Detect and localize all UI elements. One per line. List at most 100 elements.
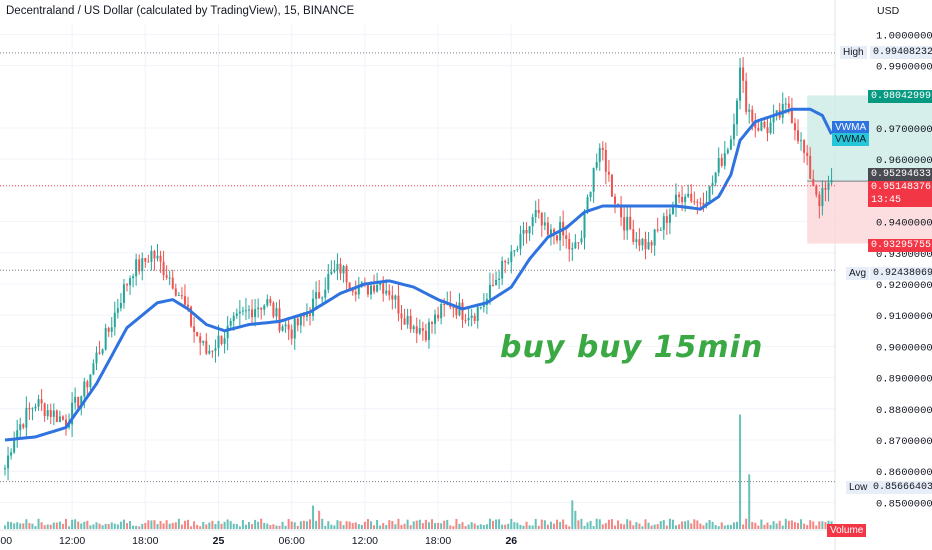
volume-bar (122, 519, 125, 529)
volume-bar (31, 523, 34, 529)
volume-bar (659, 521, 662, 529)
candle-body (162, 261, 165, 276)
candle-body (583, 212, 586, 239)
candle-body (699, 202, 702, 204)
candle-body (769, 122, 772, 134)
candle-body (434, 314, 437, 324)
volume-bar (620, 523, 623, 529)
candle-body (601, 147, 604, 150)
volume-bar (263, 522, 266, 529)
volume-bar (327, 521, 330, 529)
volume-bar (748, 474, 751, 529)
volume-bar (345, 521, 348, 529)
candle-body (610, 174, 613, 197)
chart-title: Decentraland / US Dollar (calculated by … (6, 5, 355, 17)
volume-bar (647, 522, 650, 529)
last-price-value: 0.95148376 (871, 182, 932, 193)
volume-bar (797, 522, 799, 529)
volume-legend: Volume (827, 524, 867, 537)
candle-body (671, 207, 674, 215)
candle-body (293, 318, 296, 339)
volume-bar (196, 524, 199, 529)
candle-body (211, 350, 214, 352)
volume-bar (296, 525, 299, 529)
volume-bar (556, 519, 559, 529)
volume-bar (403, 523, 406, 529)
volume-bar (223, 521, 226, 529)
volume-bar (568, 526, 571, 529)
volume-bar (595, 518, 598, 529)
candle-body (409, 315, 412, 330)
candle-body (89, 374, 92, 388)
volume-bar (248, 522, 250, 529)
volume-bar (138, 526, 141, 529)
volume-bar (199, 526, 202, 529)
x-tick-label: 18:00 (132, 535, 158, 547)
candle-body (556, 235, 559, 241)
volume-bar (251, 524, 254, 529)
candle-body (278, 308, 281, 331)
volume-bar (229, 521, 232, 529)
candle-body (193, 326, 196, 332)
candle-body (86, 381, 89, 388)
candle-body (394, 295, 397, 300)
candle-body (13, 438, 16, 453)
volume-bar (409, 525, 412, 529)
volume-bar (147, 520, 150, 529)
volume-bar (498, 519, 501, 529)
volume-bar (790, 520, 793, 529)
volume-bar (549, 521, 552, 529)
volume-bar (7, 521, 10, 529)
candle-body (248, 309, 250, 311)
volume-bar (821, 521, 824, 529)
candle-body (726, 149, 729, 154)
volume-bar (92, 524, 95, 529)
volume-bar (443, 520, 446, 529)
volume-bar (607, 519, 610, 529)
volume-bar (482, 525, 485, 529)
volume-bar (241, 519, 244, 529)
candle-body (641, 238, 644, 246)
candle-body (620, 205, 623, 218)
volume-bar (269, 525, 272, 529)
candle-body (549, 229, 552, 235)
candle-body (803, 140, 806, 153)
volume-bar (34, 526, 37, 529)
candle-body (763, 122, 766, 128)
volume-bar (235, 523, 238, 529)
candle-body (10, 452, 13, 456)
candle-body (302, 314, 305, 317)
candle-body (732, 124, 735, 140)
volume-bar (177, 518, 180, 529)
candle-body (787, 103, 790, 108)
candle-body (742, 67, 745, 81)
candle-body (260, 307, 263, 310)
candle-body (443, 304, 446, 306)
volume-bar (287, 518, 290, 529)
volume-bar (165, 520, 168, 529)
volume-bar (589, 520, 592, 529)
volume-bar (781, 525, 784, 529)
volume-bar (406, 519, 409, 529)
volume-bar (49, 524, 52, 529)
volume-bar (574, 510, 577, 529)
volume-bar (132, 525, 135, 529)
candle-body (714, 172, 717, 183)
volume-bar (25, 519, 28, 529)
candle-body (531, 216, 534, 227)
candle-body (467, 317, 470, 321)
volume-bar (55, 522, 58, 529)
volume-bars (4, 414, 833, 529)
candle-body (504, 260, 507, 263)
volume-bar (684, 521, 687, 529)
volume-bar (638, 523, 641, 529)
volume-bar (479, 524, 482, 529)
volume-bar (485, 524, 488, 529)
candle-body (510, 251, 513, 263)
annotation-text[interactable]: buy buy 15min (500, 330, 764, 365)
candle-body (729, 139, 732, 150)
